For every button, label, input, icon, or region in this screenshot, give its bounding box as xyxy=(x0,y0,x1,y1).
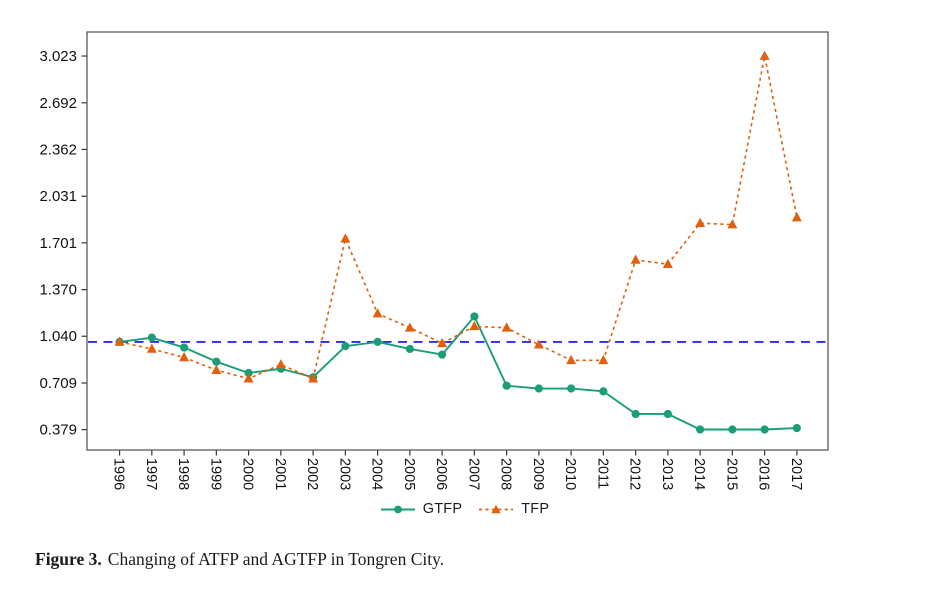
figure-caption-text: Changing of ATFP and AGTFP in Tongren Ci… xyxy=(107,548,445,569)
series-TFP xyxy=(114,50,802,383)
svg-text:1997: 1997 xyxy=(143,458,159,490)
svg-text:2011: 2011 xyxy=(594,458,610,489)
tfp-line-marker-icon xyxy=(479,504,514,513)
svg-text:2005: 2005 xyxy=(401,458,417,490)
svg-text:2010: 2010 xyxy=(562,458,578,490)
x-axis: 1996 1997 1998 1999 2000 2001 2002 2003 2004 2005… xyxy=(111,450,804,490)
chart-area: 3.023 2.692 2.362 2.031 1.701 1.370 1.040 0.709… xyxy=(39,31,829,490)
plot-frame xyxy=(86,31,829,451)
svg-text:1.701: 1.701 xyxy=(39,235,77,252)
svg-text:1.040: 1.040 xyxy=(39,328,77,345)
gtfp-line-marker-icon xyxy=(380,505,415,513)
svg-text:0.379: 0.379 xyxy=(39,422,77,439)
svg-text:1998: 1998 xyxy=(175,458,191,490)
chart-legend: GTFP TFP xyxy=(0,497,929,521)
svg-text:2.362: 2.362 xyxy=(39,141,77,158)
svg-text:2016: 2016 xyxy=(756,458,772,490)
legend-item-gtfp: GTFP xyxy=(380,501,462,517)
svg-text:2009: 2009 xyxy=(530,458,546,490)
svg-text:2001: 2001 xyxy=(272,458,288,490)
svg-text:0.709: 0.709 xyxy=(39,375,77,392)
legend-label-tfp: TFP xyxy=(521,501,550,517)
svg-text:2006: 2006 xyxy=(433,458,449,490)
line-chart-svg: 3.023 2.692 2.362 2.031 1.701 1.370 1.040 0.709… xyxy=(39,31,829,490)
svg-text:2.031: 2.031 xyxy=(39,188,77,205)
svg-text:1999: 1999 xyxy=(207,458,223,490)
svg-text:2014: 2014 xyxy=(691,458,707,490)
svg-text:2004: 2004 xyxy=(369,458,385,490)
svg-text:2013: 2013 xyxy=(659,458,675,490)
figure-caption-label: Figure 3. xyxy=(35,548,102,569)
figure-caption: Figure 3. Changing of ATFP and AGTFP in T… xyxy=(35,548,895,571)
svg-text:2003: 2003 xyxy=(336,458,352,490)
svg-text:2000: 2000 xyxy=(240,458,256,490)
svg-text:2008: 2008 xyxy=(498,458,514,490)
svg-text:1996: 1996 xyxy=(111,458,127,490)
svg-text:2007: 2007 xyxy=(465,458,481,490)
legend-item-tfp: TFP xyxy=(478,501,549,517)
svg-text:2002: 2002 xyxy=(304,458,320,490)
svg-text:1.370: 1.370 xyxy=(39,282,77,299)
y-axis: 3.023 2.692 2.362 2.031 1.701 1.370 1.040 0.709… xyxy=(39,48,87,439)
svg-text:2.692: 2.692 xyxy=(39,95,77,112)
svg-text:2015: 2015 xyxy=(723,458,739,490)
svg-text:2017: 2017 xyxy=(788,458,804,490)
legend-label-gtfp: GTFP xyxy=(422,501,463,517)
svg-text:2012: 2012 xyxy=(627,458,643,490)
svg-text:3.023: 3.023 xyxy=(39,48,77,65)
